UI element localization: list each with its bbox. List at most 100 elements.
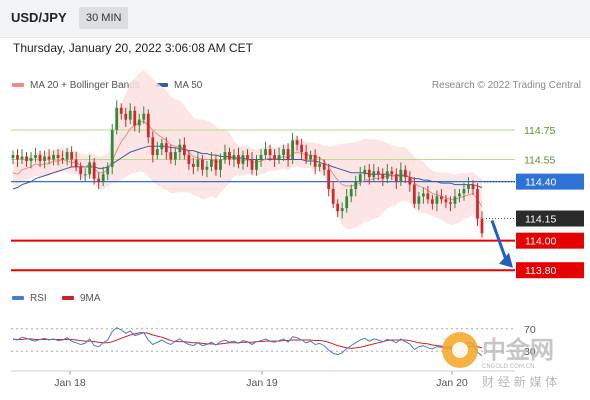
candle-body [16,155,19,160]
candle-body [237,155,240,164]
candle-body [115,107,119,130]
level-tag-114-00 [516,232,584,249]
candle-body [381,174,385,179]
legend-9ma-label: 9MA [80,293,101,304]
legend-ma20-label: MA 20 + Bollinger Bands [30,80,140,91]
candle-body [151,137,155,156]
candle-body [97,178,101,182]
candle-body [210,159,213,167]
candle-body [119,107,123,114]
nine-ma-swatch [62,296,74,301]
candle-body [228,152,231,160]
forecast-arrow-shaft [490,220,508,261]
candle-body [313,155,317,167]
candle-body [268,149,272,156]
candle-body [241,155,245,164]
candle-body [164,143,168,153]
candle-body [358,174,362,182]
candle-body [250,159,254,170]
candle-body [142,113,146,120]
candle-body [246,155,249,160]
candle-body [214,159,218,170]
x-tick-label: Jan 20 [436,377,468,389]
candle-body [331,189,335,204]
candle-body [273,155,276,160]
candle-body [43,156,46,161]
candle-body [155,149,159,156]
level-label-114-75: 114.75 [524,125,555,137]
candle-body [201,159,204,170]
candle-body [65,152,69,160]
watermark-domain: CNGOLD.COM.CN [482,363,535,370]
level-tag-text-113-80: 113.80 [525,265,556,277]
candle-body [205,166,209,170]
candle-body [29,158,33,161]
candle-body [20,156,24,160]
candle-body [336,203,340,212]
candle-body [403,169,407,178]
candle-body [52,155,55,160]
candle-body [286,149,290,160]
candle-body [47,156,51,160]
candle-body [34,155,37,158]
candle-body [79,166,83,175]
rsi-level-label-70: 70 [524,324,536,336]
watermark-tagline: 财 经 新 媒 体 [482,374,557,389]
legend-ma50-label: MA 50 [174,80,203,91]
candle-body [458,193,461,197]
candle-body [291,140,294,160]
legend-rsi-label: RSI [30,293,47,304]
forecast-arrow-head [499,252,513,268]
candle-body [444,199,448,203]
candle-body [376,171,380,175]
candle-body [178,144,182,153]
candle-body [449,202,452,204]
candle-body [354,181,358,189]
candle-body [187,155,191,164]
level-tag-text-114-40: 114.40 [525,177,556,189]
candle-body [476,189,479,219]
candle-body [471,184,475,189]
candle-body [182,144,186,156]
candle-body [223,152,227,160]
x-tick-label: Jan 18 [54,377,86,389]
candle-body [88,162,92,175]
candle-body [133,110,137,126]
candle-body [318,163,322,167]
candle-body [255,159,258,170]
watermark-brand: 中金网 [482,336,554,364]
candle-body [467,184,470,189]
candle-body [385,171,389,179]
candle-body [349,189,353,197]
candle-body [372,171,376,178]
candle-body [128,110,132,120]
candle-body [417,196,421,204]
candle-body [169,152,173,160]
candle-body [435,196,439,204]
interval-button[interactable]: 30 MIN [79,7,129,29]
candle-body [412,184,416,204]
symbol-label: USD/JPY [11,10,67,25]
candle-body [160,143,164,150]
candle-body [277,155,281,160]
candle-body [399,169,403,182]
candle-body [232,155,236,160]
candle-body [106,166,110,175]
ma20-swatch [12,83,24,88]
chart-timestamp: Thursday, January 20, 2022 3:06:08 AM CE… [13,41,253,55]
candle-body [408,177,412,185]
candle-body [480,218,484,234]
candle-body [367,169,371,178]
candle-body [196,159,200,167]
candle-body [219,159,222,170]
level-tag-114-40 [516,173,584,190]
candle-body [83,174,87,176]
x-tick-label: Jan 19 [246,377,278,389]
candle-body [300,144,304,153]
candle-body [173,152,177,160]
candle-body [282,149,285,156]
candle-body [74,159,78,167]
candle-body [304,152,308,160]
candle-body [101,174,105,182]
